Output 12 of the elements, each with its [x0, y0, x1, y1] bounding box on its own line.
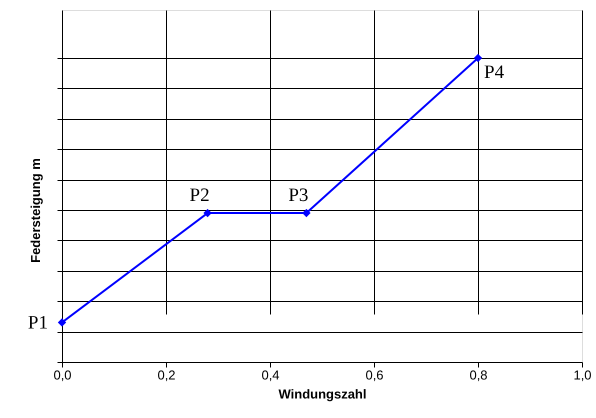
x-tick-label: 0,8 [469, 368, 488, 382]
annotation: P2 [190, 185, 210, 206]
annotation: P4 [484, 62, 505, 83]
x-tick-label: 0,0 [53, 368, 72, 382]
x-tick-label: 0,4 [261, 368, 280, 382]
y-axis-title: Federsteigung m [28, 158, 43, 263]
x-tick-label: 0,2 [157, 368, 176, 382]
annotation: P1 [28, 312, 48, 334]
x-axis-title: Windungszahl [278, 386, 366, 402]
annotation: P3 [288, 185, 308, 206]
x-tick-label: 0,6 [365, 368, 384, 382]
x-tick-label: 1,0 [573, 368, 592, 382]
